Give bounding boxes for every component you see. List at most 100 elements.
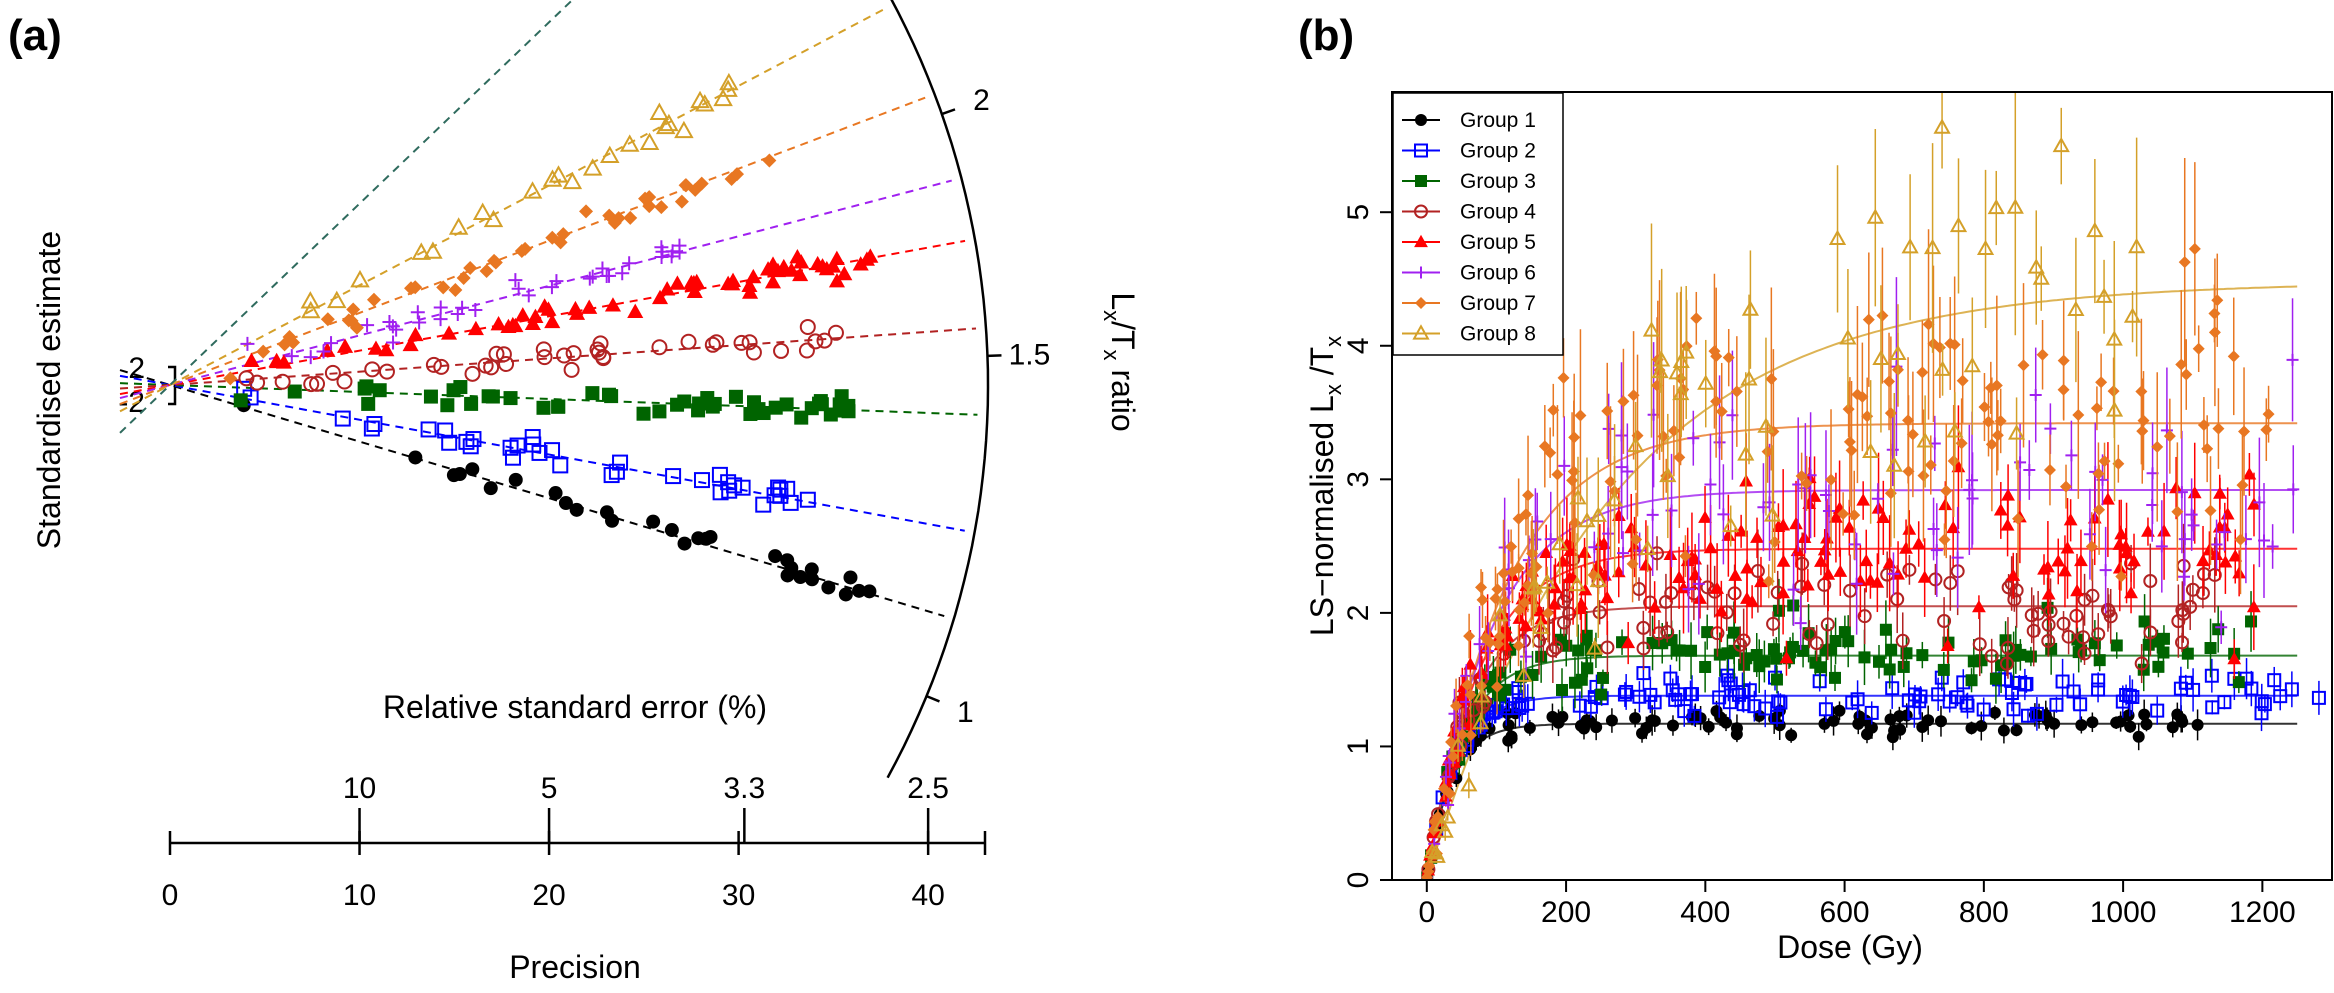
dose-point-group-7 [1994,414,2007,427]
radial-point-group-4 [336,373,353,390]
radial-point-group-7 [623,210,638,225]
dose-point-group-3 [1581,662,1594,675]
radial-point-group-8 [562,171,583,190]
radial-point-group-5 [828,272,846,288]
dose-point-group-4 [2001,580,2016,595]
dose-point-group-1 [1505,730,1518,743]
dose-point-group-5 [1688,567,1703,581]
radial-point-group-4 [563,361,580,378]
dose-point-group-5 [1821,567,1836,580]
legend-marker [1415,114,1427,126]
fit-curve-group-2 [1425,694,2298,880]
radial-point-group-7 [762,153,777,168]
dose-point-group-3 [1965,674,1978,687]
radial-point-group-6 [303,350,318,365]
dose-point-group-7 [2192,342,2205,355]
dose-point-group-3 [1999,634,2012,647]
dose-point-group-4 [2024,608,2039,623]
dose-point-group-2 [1712,690,1727,705]
dose-point-group-1 [2191,718,2204,731]
dose-point-group-7 [2136,425,2149,438]
radial-point-group-4 [433,358,450,375]
radial-point-group-8 [713,88,733,107]
radial-point-group-3 [287,384,302,399]
radial-point-group-5 [858,251,875,266]
radial-point-group-7 [408,280,423,295]
dose-point-group-2 [1864,705,1879,720]
radial-point-group-5 [741,277,758,292]
radial-point-group-3 [751,402,766,417]
radial-point-group-1 [821,580,836,595]
dose-point-group-6 [1621,465,1634,478]
dose-point-group-8 [1889,344,1907,361]
dose-point-group-3 [2138,615,2151,628]
radial-point-group-5 [440,325,458,340]
dose-point-group-5 [2060,541,2075,554]
dose-point-group-5 [1779,651,1794,664]
dose-point-group-1 [2042,714,2055,727]
dose-point-group-1 [2132,730,2145,743]
radial-point-group-5 [490,315,507,331]
dose-point-group-5 [1627,539,1642,553]
radial-point-group-4 [741,334,758,351]
dose-point-group-3 [1770,652,1783,665]
dose-point-group-6 [1687,432,1700,445]
radial-point-group-5 [319,342,336,357]
dose-point-group-7 [1991,429,2004,442]
dose-point-group-6 [2083,528,2096,541]
dose-point-group-5 [1856,493,1871,506]
dose-point-group-3 [1883,663,1896,676]
radial-point-group-5 [337,338,354,353]
dose-point-group-7 [2135,385,2148,398]
dose-point-group-8 [1697,374,1715,390]
dose-point-group-7 [1493,630,1506,643]
dose-point-group-5 [2040,560,2055,573]
dose-point-group-7 [1601,405,1614,418]
radial-point-group-1 [691,531,706,546]
dose-point-group-7 [1948,338,1961,351]
dose-point-group-8 [1491,606,1509,622]
dose-point-group-7 [1768,535,1781,548]
radial-point-group-5 [783,262,800,277]
radial-point-group-4 [303,376,320,393]
dose-point-group-2 [1735,685,1750,700]
radial-point-group-1 [569,502,584,517]
radial-point-group-6 [622,256,637,271]
radial-point-group-6 [360,318,375,333]
dose-point-group-1 [2140,718,2153,731]
dose-point-group-5 [1734,524,1749,537]
radial-point-group-1 [605,513,620,528]
radial-point-group-6 [433,312,448,327]
dose-point-group-3 [2110,639,2123,652]
dose-point-group-4 [1736,633,1751,648]
dose-point-group-5 [1647,600,1662,613]
dose-point-group-4 [1651,626,1666,641]
dose-point-group-3 [2245,615,2258,628]
dose-point-group-6 [2065,449,2078,462]
radial-point-group-4 [556,347,573,364]
dose-point-group-7 [2098,455,2111,468]
radial-point-group-2 [420,421,437,438]
dose-point-group-5 [1539,545,1554,558]
dose-point-group-8 [2006,198,2024,214]
radial-point-group-8 [542,169,563,187]
dose-point-group-5 [2101,492,2115,505]
radial-point-group-2 [544,442,561,459]
dose-point-group-3 [2152,660,2165,673]
dose-point-group-2 [2284,682,2299,697]
radial-point-group-3 [423,389,438,404]
radial-point-group-6 [544,280,559,295]
radial-point-group-1 [446,468,461,483]
dose-point-group-6 [2155,540,2168,553]
ratio-axis-tick-label: 1 [957,696,974,729]
dose-point-group-5 [2070,583,2084,597]
dose-point-group-2 [2254,694,2269,709]
ratio-axis-tick-label: 2 [973,84,990,117]
dose-point-group-4 [2000,640,2015,655]
dose-point-group-7 [1825,473,1838,486]
radial-point-group-2 [665,468,682,485]
radial-point-group-3 [440,398,455,413]
dose-point-group-3 [1829,635,1842,648]
legend-label: Group 7 [1460,292,1536,315]
dose-point-group-7 [2151,440,2164,453]
